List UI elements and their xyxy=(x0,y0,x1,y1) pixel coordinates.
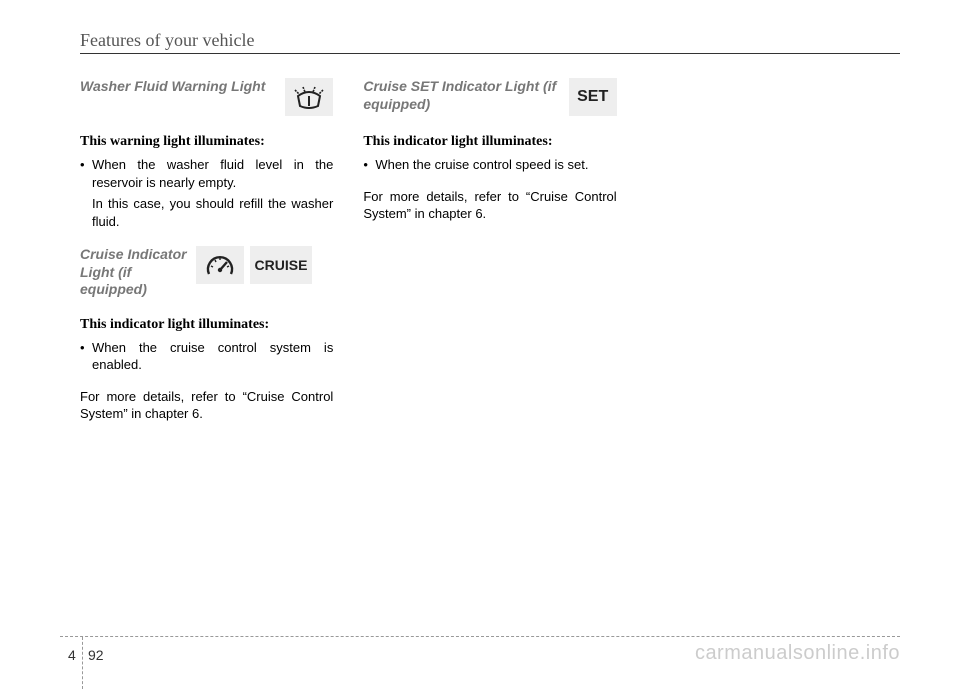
cruise-ind-bullet: • When the cruise control system is enab… xyxy=(80,339,333,374)
chapter-number: 4 xyxy=(68,647,76,663)
cruise-set-para: For more details, refer to “Cruise Contr… xyxy=(363,188,616,223)
content-columns: Washer Fluid Warning Light This warning … xyxy=(80,78,900,423)
cruise-set-lead: This indicator light illuminates: xyxy=(363,134,616,150)
column-1: Washer Fluid Warning Light This warning … xyxy=(80,78,333,423)
watermark: carmanualsonline.info xyxy=(695,642,900,665)
cruise-ind-head: Cruise Indicator Light (if equipped) CRU… xyxy=(80,246,333,299)
bullet-dot-icon: • xyxy=(363,156,375,174)
washer-fluid-icon xyxy=(285,78,333,116)
cruise-badge: CRUISE xyxy=(250,246,312,284)
cruise-set-bullet: • When the cruise control speed is set. xyxy=(363,156,616,174)
footer-vline xyxy=(82,637,83,689)
bullet-text: When the washer fluid level in the reser… xyxy=(92,156,333,191)
cruise-ind-title: Cruise Indicator Light (if equipped) xyxy=(80,246,190,299)
bullet-text: When the cruise control system is enable… xyxy=(92,339,333,374)
washer-fluid-lead: This warning light illuminates: xyxy=(80,134,333,150)
column-2: Cruise SET Indicator Light (if equipped)… xyxy=(363,78,616,423)
washer-fluid-head: Washer Fluid Warning Light xyxy=(80,78,333,116)
cruise-ind-para: For more details, refer to “Cruise Contr… xyxy=(80,388,333,423)
washer-fluid-title: Washer Fluid Warning Light xyxy=(80,78,279,96)
cruise-set-title: Cruise SET Indicator Light (if equipped) xyxy=(363,78,562,113)
column-3 xyxy=(647,78,900,423)
page-number: 92 xyxy=(88,647,104,663)
bullet-text: When the cruise control speed is set. xyxy=(375,156,616,174)
set-badge: SET xyxy=(569,78,617,116)
bullet-dot-icon: • xyxy=(80,339,92,374)
speedometer-icon xyxy=(196,246,244,284)
cruise-ind-lead: This indicator light illuminates: xyxy=(80,317,333,333)
washer-fluid-bullet: • When the washer fluid level in the res… xyxy=(80,156,333,191)
washer-fluid-indent: In this case, you should refill the wash… xyxy=(92,195,333,230)
bullet-dot-icon: • xyxy=(80,156,92,191)
cruise-set-head: Cruise SET Indicator Light (if equipped)… xyxy=(363,78,616,116)
page-header: Features of your vehicle xyxy=(80,30,900,54)
